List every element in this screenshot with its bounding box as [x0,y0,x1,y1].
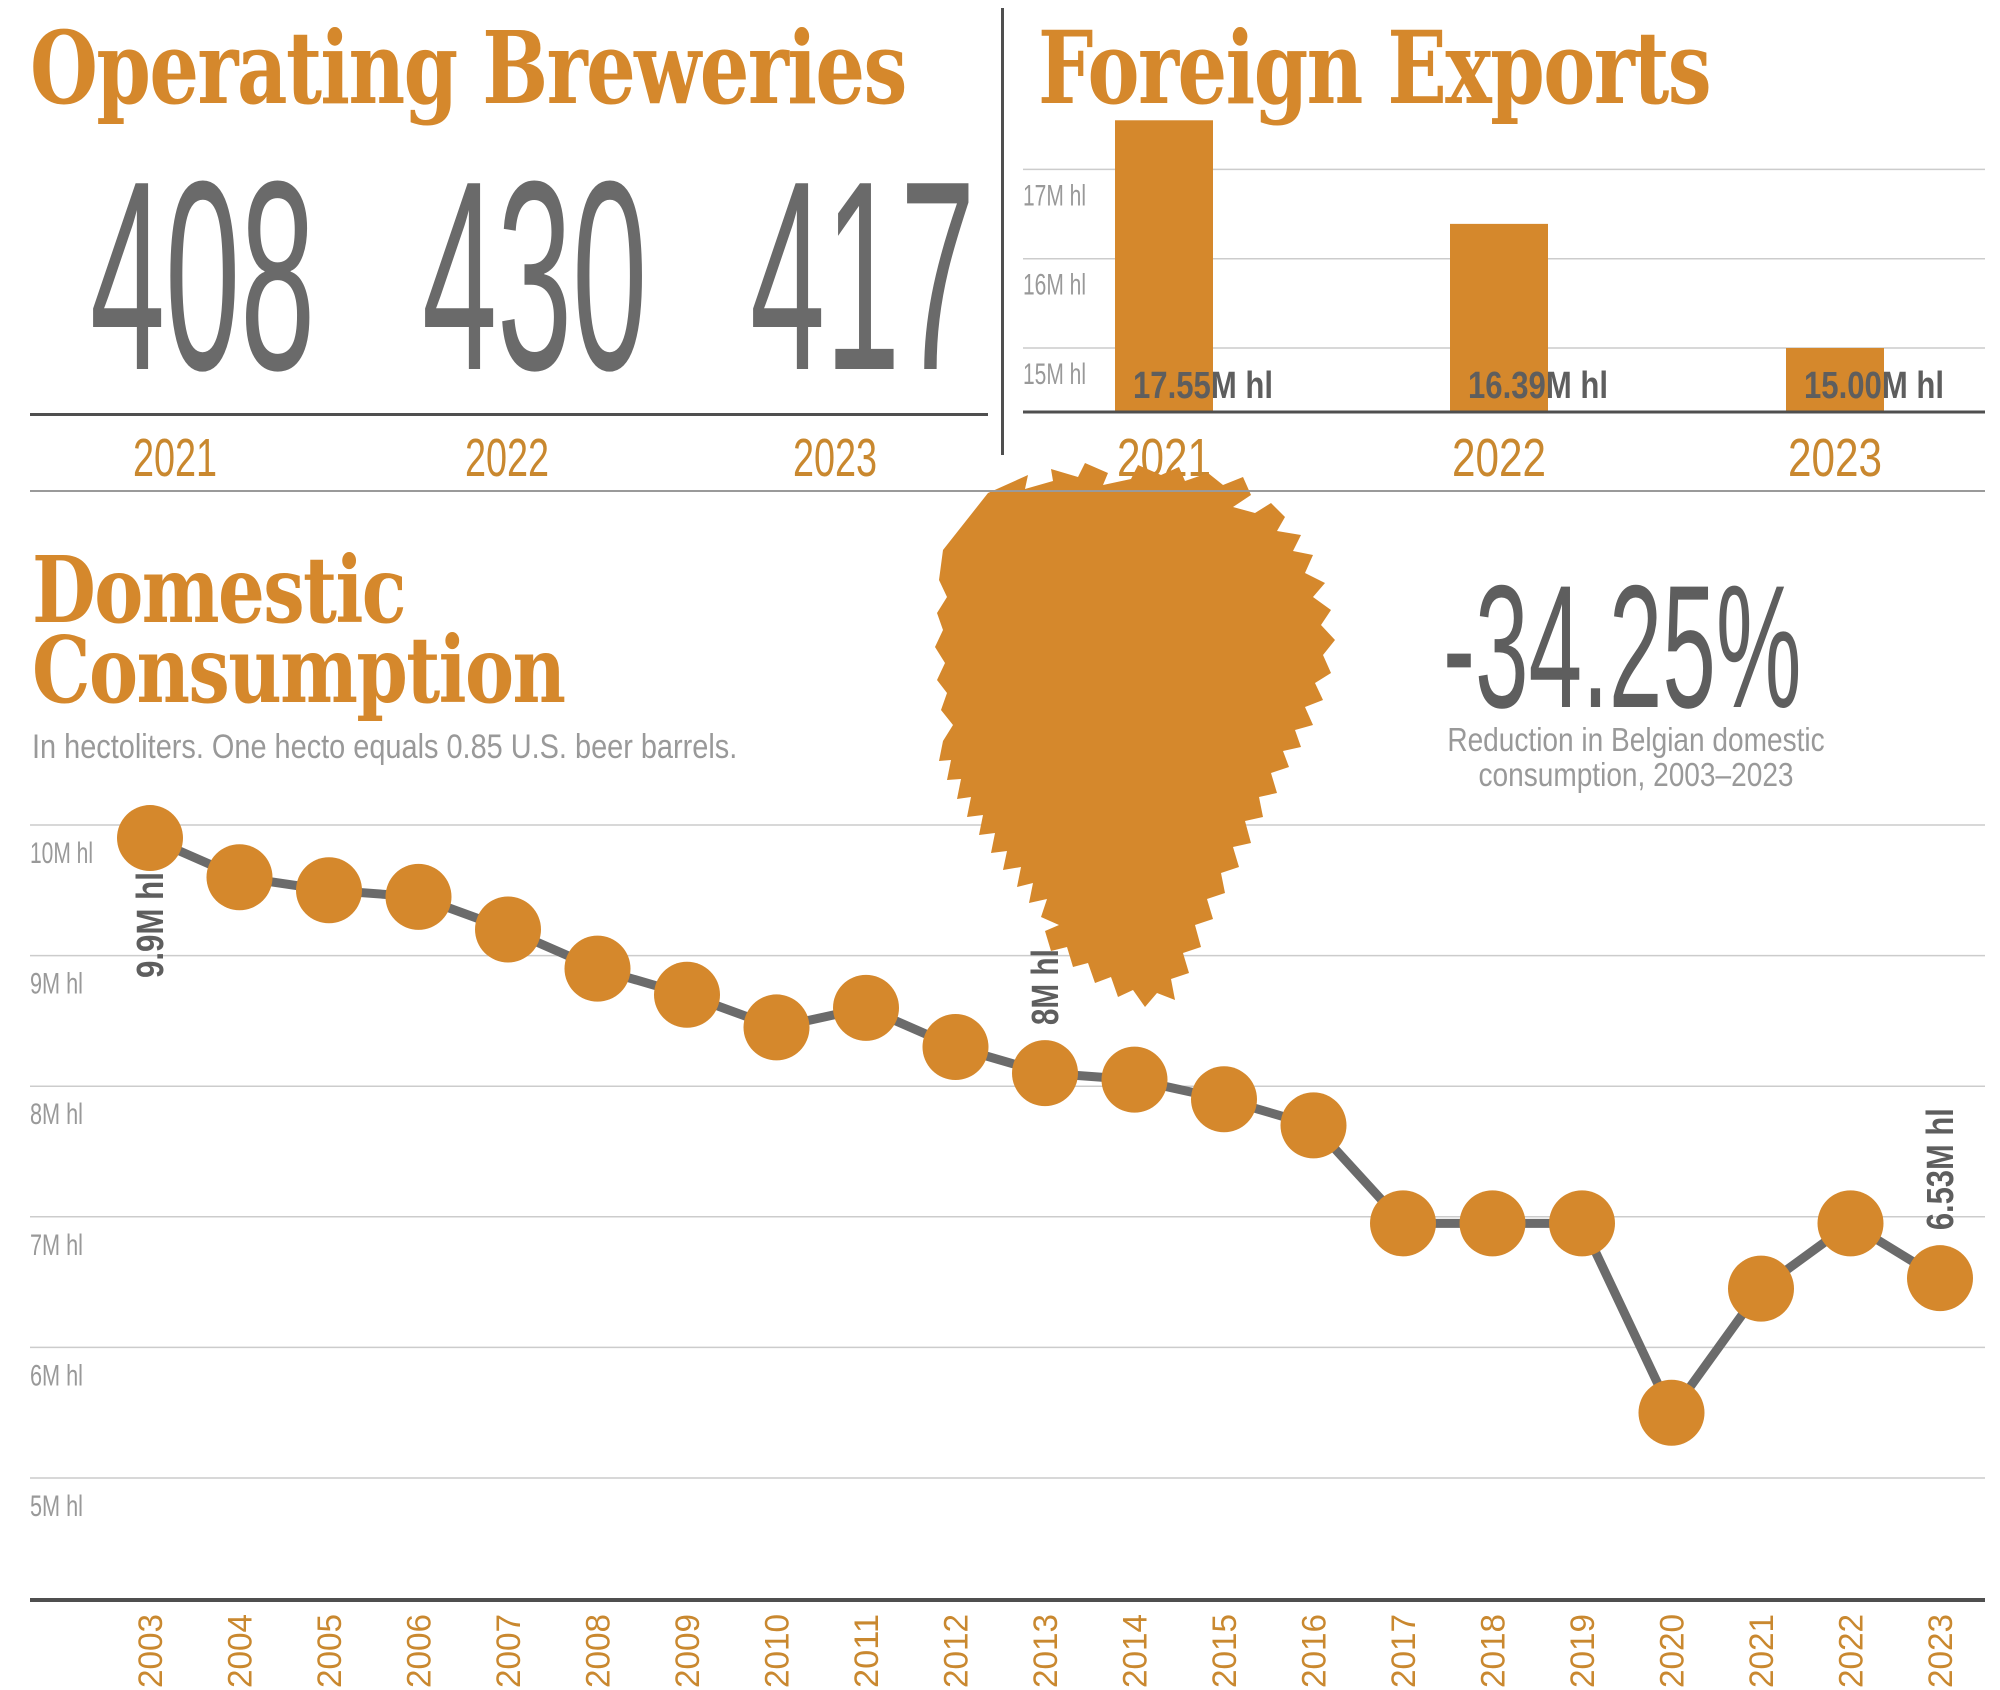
consumption-point [1370,1190,1436,1257]
domestic-title: Domestic Consumption [32,536,566,724]
consumption-grid-label: 6M hl [30,1359,83,1392]
consumption-year-label: 2009 [669,1614,707,1688]
consumption-point [922,1014,989,1081]
breweries-count-2023: 417 [750,126,976,427]
consumption-point [1012,1040,1078,1107]
exports-year-label: 2022 [1452,428,1546,488]
consumption-point [1459,1190,1526,1257]
consumption-annotation: 8M hl [1025,949,1067,1025]
breweries-year-2021: 2021 [132,428,218,488]
consumption-point [743,994,810,1061]
consumption-grid-label: 9M hl [30,968,83,1001]
consumption-point [654,961,720,1028]
consumption-point [296,857,362,924]
exports-grid-label: 15M hl [1023,358,1086,391]
belgium-map-shape [935,463,1335,1007]
consumption-year-label: 2007 [490,1614,528,1688]
consumption-point [1101,1046,1168,1113]
exports-grid-label: 16M hl [1023,269,1086,302]
consumption-point [1817,1190,1884,1257]
domestic-subtitle: In hectoliters. One hecto equals 0.85 U.… [32,728,738,766]
consumption-year-label: 2012 [938,1614,976,1688]
consumption-year-label: 2006 [401,1614,439,1688]
consumption-point [1728,1255,1794,1322]
consumption-point [833,974,899,1041]
consumption-year-label: 2016 [1296,1614,1334,1688]
consumption-point [117,805,183,872]
breweries-year-2022: 2022 [464,428,550,488]
callout-caption-line2: consumption, 2003–2023 [1478,756,1794,793]
exports-year-label: 2023 [1788,428,1882,488]
consumption-point [564,935,631,1002]
consumption-year-label: 2021 [1743,1614,1781,1688]
consumption-annotation: 9.9M hl [130,872,172,978]
consumption-year-label: 2011 [848,1614,886,1688]
consumption-year-label: 2018 [1475,1614,1513,1688]
breweries-title: Operating Breweries [30,9,907,127]
exports-bar [1450,223,1548,412]
callout-caption-line1: Reduction in Belgian domestic [1447,721,1825,758]
consumption-year-label: 2023 [1922,1614,1960,1688]
consumption-year-label: 2022 [1833,1614,1871,1688]
consumption-point [1280,1092,1347,1159]
exports-grid-label: 17M hl [1023,179,1086,212]
consumption-annotation: 6.53M hl [1920,1108,1962,1230]
consumption-year-label: 2008 [580,1614,618,1688]
consumption-year-label: 2010 [759,1614,797,1688]
domestic-title-line1: Domestic [32,536,407,644]
consumption-year-label: 2005 [311,1614,349,1688]
domestic-title-line2: Consumption [32,616,566,724]
consumption-year-label: 2020 [1654,1614,1692,1688]
consumption-point [1191,1066,1257,1133]
consumption-year-label: 2003 [132,1614,170,1688]
consumption-point [1638,1379,1705,1446]
consumption-year-label: 2013 [1027,1614,1065,1688]
consumption-year-label: 2019 [1564,1614,1602,1688]
consumption-year-label: 2014 [1117,1614,1155,1688]
vertical-divider [1001,8,1004,455]
consumption-grid-label: 10M hl [30,837,93,870]
callout-value: -34.25% [1443,550,1802,745]
consumption-grid-label: 5M hl [30,1490,83,1523]
consumption-point [1549,1190,1615,1257]
consumption-year-label: 2015 [1206,1614,1244,1688]
consumption-year-label: 2017 [1385,1614,1423,1688]
breweries-year-2023: 2023 [792,428,878,488]
breweries-baseline-rule [30,413,988,416]
exports-title: Foreign Exports [1038,9,1712,127]
exports-bar-value: 17.55M hl [1133,365,1273,407]
header-separator-rule [30,490,1985,492]
exports-bar-value: 16.39M hl [1468,365,1608,407]
consumption-point [475,896,541,963]
consumption-grid-label: 8M hl [30,1098,83,1131]
consumption-grid-label: 7M hl [30,1229,83,1262]
consumption-year-label: 2004 [222,1614,260,1688]
breweries-count-2022: 430 [422,126,648,427]
consumption-point [385,863,452,930]
belgium-map [935,463,1335,1007]
exports-bar [1115,120,1213,412]
exports-bar-value: 15.00M hl [1804,365,1944,407]
exports-bar [1786,348,1884,412]
consumption-point [206,844,273,911]
consumption-point [1907,1245,1973,1312]
callout-caption: Reduction in Belgian domestic consumptio… [1424,722,1849,792]
breweries-count-2021: 408 [90,126,316,427]
